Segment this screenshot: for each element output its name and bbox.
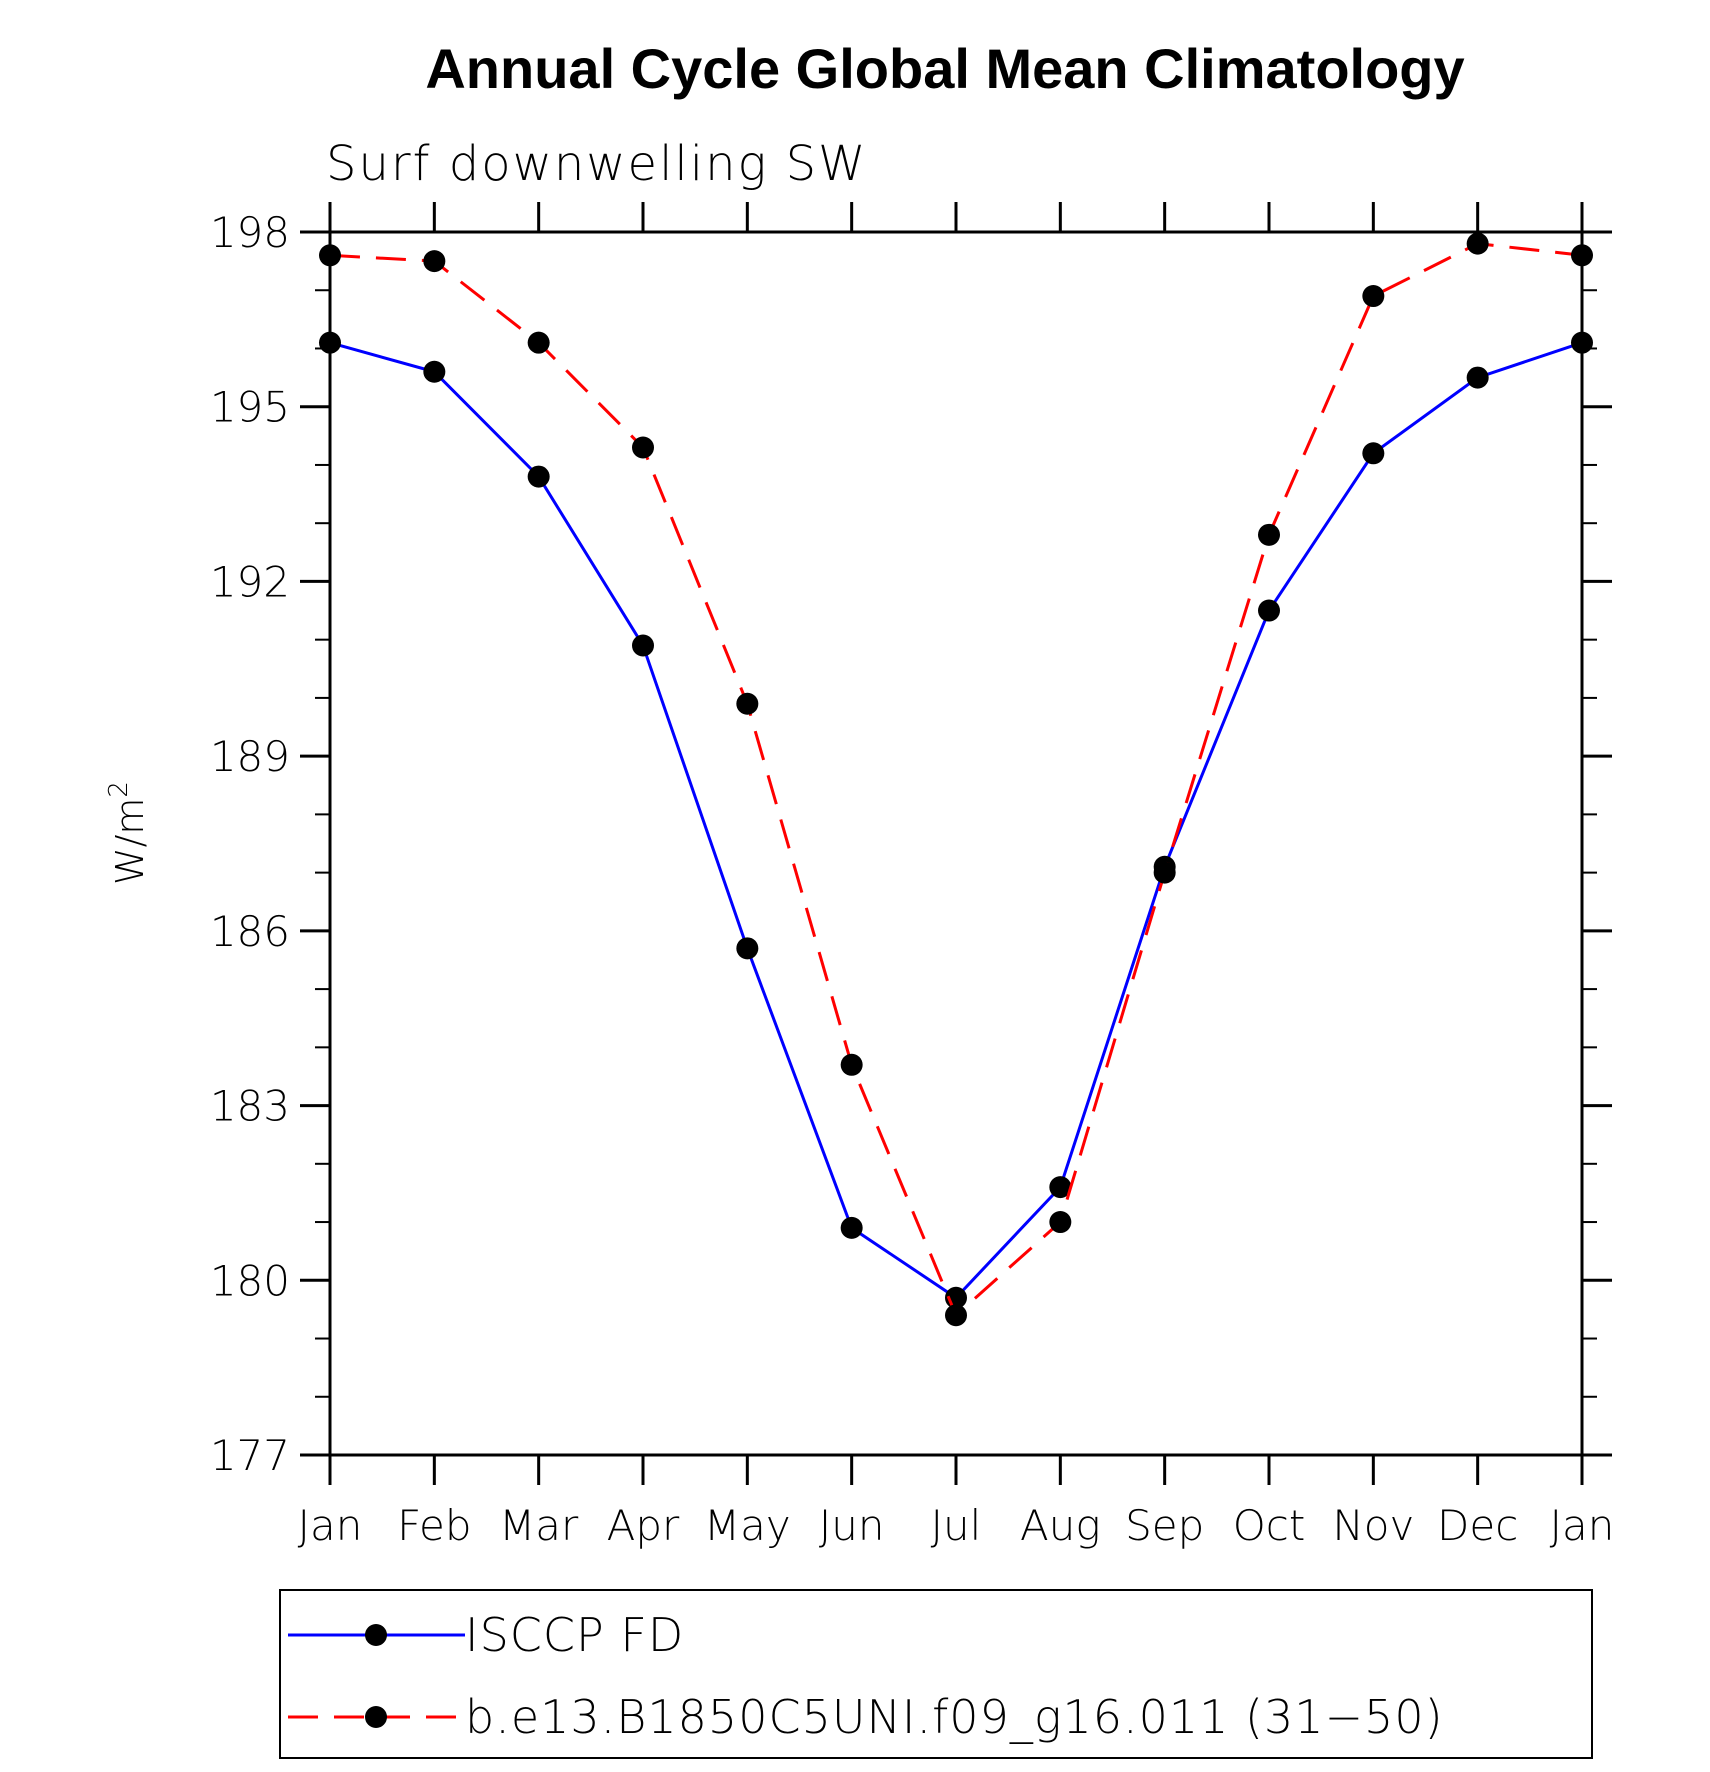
data-point — [1049, 1176, 1072, 1199]
x-tick-label: Jan — [298, 1501, 363, 1550]
x-tick-label: Jul — [931, 1501, 982, 1550]
legend-swatch-marker-2 — [365, 1706, 387, 1728]
plot-border — [328, 230, 1584, 1457]
x-tick-label: Aug — [1020, 1501, 1101, 1550]
data-point — [527, 331, 550, 354]
data-point — [1049, 1211, 1072, 1234]
data-point — [840, 1053, 863, 1076]
data-point — [319, 331, 341, 354]
data-point — [632, 634, 654, 657]
y-tick-label: 189 — [210, 732, 290, 781]
data-point — [1258, 599, 1280, 622]
data-point — [840, 1216, 863, 1239]
data-point — [1153, 861, 1176, 884]
legend: ISCCP FD b.e13.B1850C5UNI.f09_g16.011 (31… — [279, 1589, 1593, 1759]
data-point — [1362, 442, 1385, 465]
data-point — [319, 244, 341, 267]
y-tick-label: 183 — [210, 1082, 290, 1131]
data-point — [1571, 331, 1593, 354]
y-tick-label: 177 — [210, 1431, 290, 1480]
x-tick-label: Sep — [1125, 1501, 1204, 1550]
chart-title: Annual Cycle Global Mean Climatology — [425, 37, 1464, 100]
y-axis-label: W/m2 — [104, 781, 152, 885]
y-tick-label: 192 — [210, 557, 290, 606]
data-point — [423, 250, 446, 273]
data-point — [1571, 244, 1593, 267]
x-tick-label: May — [704, 1501, 791, 1550]
y-tick-label: 180 — [210, 1256, 290, 1305]
y-axis-label-text: W/m — [108, 798, 152, 885]
y-axis-label-superscript: 2 — [104, 781, 134, 798]
data-point — [1466, 232, 1489, 255]
data-point — [736, 692, 759, 715]
legend-label-1: ISCCP FD — [465, 1608, 684, 1662]
x-tick-label: Jan — [1550, 1501, 1615, 1550]
x-tick-label: Nov — [1332, 1501, 1414, 1550]
y-tick-label: 198 — [210, 208, 290, 257]
data-point — [632, 436, 654, 459]
legend-box — [279, 1589, 1593, 1759]
series-line-1 — [329, 341, 1583, 1300]
series-1 — [319, 331, 1593, 1309]
series-layer — [319, 232, 1593, 1327]
svg-text:W/m2: W/m2 — [104, 781, 152, 885]
x-tick-label: Jun — [819, 1501, 885, 1550]
data-point — [736, 937, 759, 960]
data-point — [1362, 285, 1385, 308]
data-point — [945, 1304, 967, 1327]
plot-frame — [328, 230, 1584, 1457]
x-tick-label: Feb — [397, 1501, 471, 1550]
series-line-2 — [329, 242, 1583, 1318]
series-2 — [319, 232, 1593, 1327]
y-tick-label: 195 — [210, 383, 290, 432]
chart-subtitle: Surf downwelling SW — [326, 136, 868, 192]
x-tick-label: Apr — [607, 1501, 680, 1550]
data-point — [423, 360, 446, 383]
data-point — [1466, 366, 1489, 389]
legend-swatch-marker-1 — [365, 1624, 387, 1646]
x-tick-label: Oct — [1233, 1501, 1306, 1550]
data-point — [527, 465, 550, 488]
y-tick-label: 186 — [210, 907, 290, 956]
data-point — [1258, 523, 1280, 546]
x-tick-label: Dec — [1437, 1501, 1518, 1550]
legend-label-2: b.e13.B1850C5UNI.f09_g16.011 (31−50) — [465, 1690, 1444, 1744]
x-tick-label: Mar — [499, 1501, 579, 1550]
axis-ticks: 177 180 183 186 189 192 195 198 Jan Feb Mar Apr May J… — [210, 202, 1615, 1550]
